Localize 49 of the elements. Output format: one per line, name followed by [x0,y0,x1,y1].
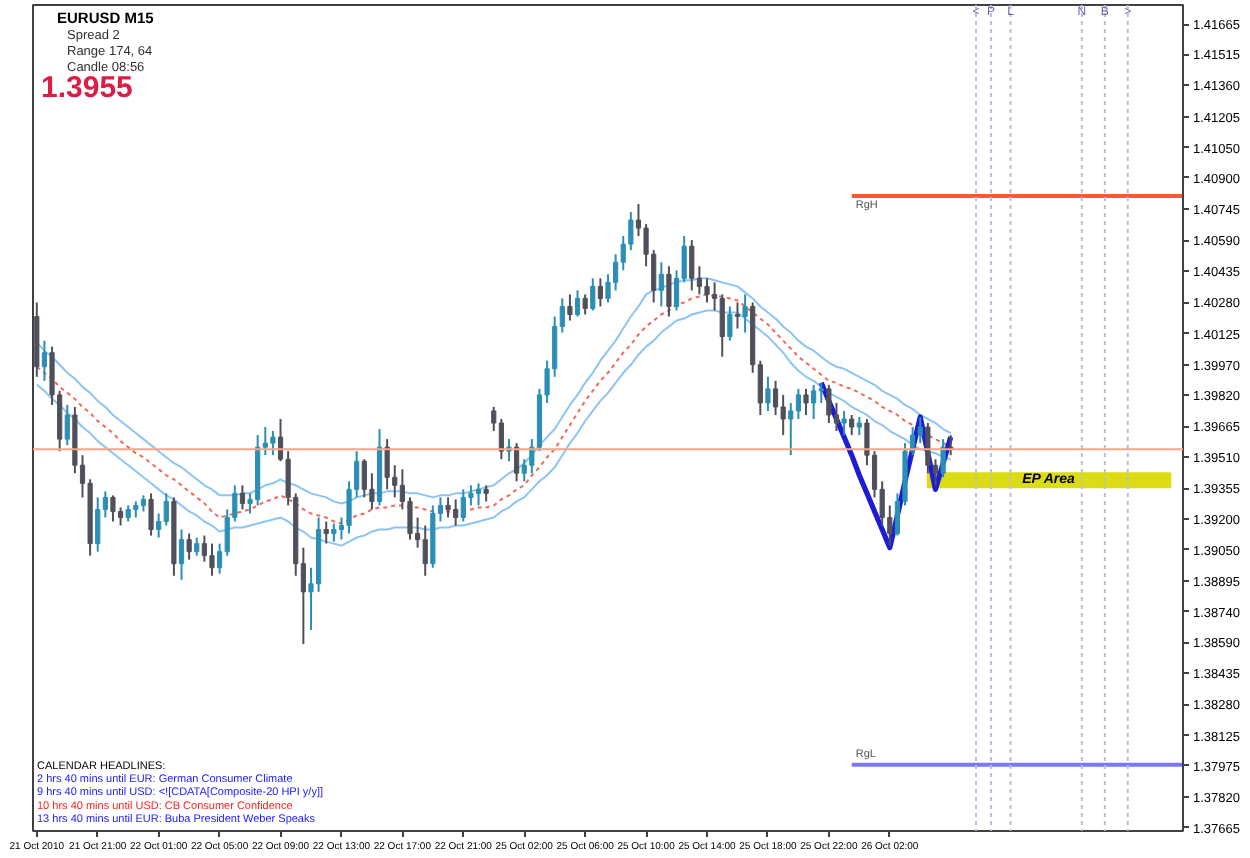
candlestick [666,265,672,318]
candlestick [856,416,862,437]
candlestick [590,277,596,312]
candlestick [95,496,101,553]
candlestick [445,496,451,519]
candlestick [795,387,801,420]
candlestick [64,403,70,447]
candlestick [734,301,741,330]
candlestick [41,339,48,382]
candlestick [498,418,504,461]
candlestick [514,442,520,483]
candlestick [270,430,276,457]
candlestick [742,293,748,334]
candlestick [826,383,832,425]
candlestick [818,381,824,404]
candlestick [422,524,428,577]
candlestick [453,498,459,527]
candlestick [178,528,185,581]
candlestick [597,277,603,308]
candlestick [841,409,847,437]
candlestick [582,293,588,316]
candlestick [772,379,779,416]
candlestick [811,383,817,420]
candlestick [849,413,855,437]
candlestick [567,293,573,322]
candlestick [917,416,923,445]
candlestick [727,305,733,342]
annotation: 1.3955 [41,71,133,105]
candlestick [110,494,116,523]
candlestick [201,534,207,563]
candlestick [475,482,482,507]
candlestick [460,488,466,523]
candlestick [361,458,367,499]
candlestick [331,522,337,543]
candlestick [163,492,169,527]
candlestick [209,542,215,577]
candlestick [186,532,192,561]
candlestick [148,492,154,537]
candlestick [323,520,329,545]
candlestick [658,261,664,308]
candlestick [940,438,946,479]
candlestick [574,289,581,318]
candlestick [704,277,710,304]
candlestick [239,484,246,511]
candlestick [384,438,390,491]
candlestick [803,387,809,416]
candlestick [194,536,200,557]
candlestick [689,239,695,292]
candlestick [765,375,771,412]
